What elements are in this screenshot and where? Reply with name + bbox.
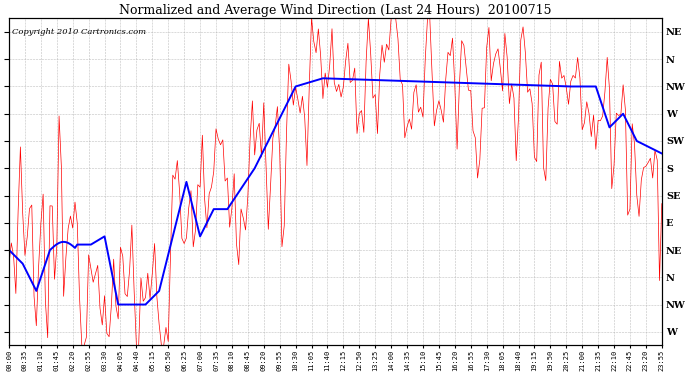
Text: Copyright 2010 Cartronics.com: Copyright 2010 Cartronics.com (12, 28, 146, 36)
Title: Normalized and Average Wind Direction (Last 24 Hours)  20100715: Normalized and Average Wind Direction (L… (119, 4, 552, 17)
